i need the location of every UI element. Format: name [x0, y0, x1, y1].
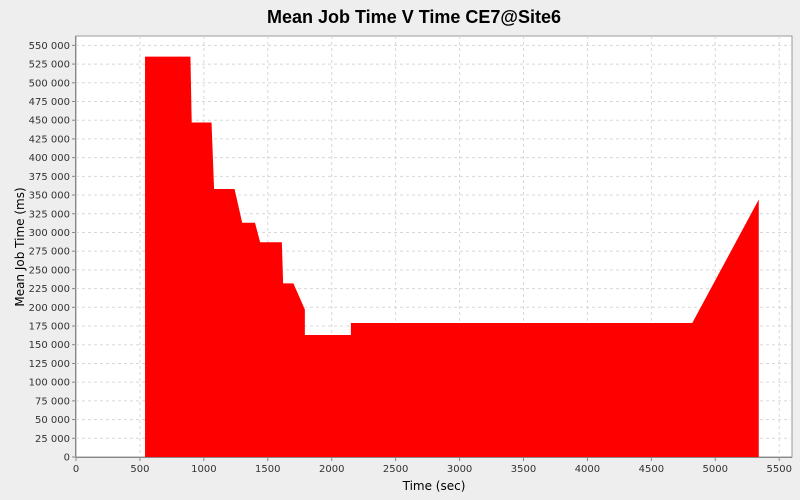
y-tick-label: 0: [64, 453, 70, 464]
x-tick-label: 4500: [639, 464, 664, 475]
y-tick-label: 225 000: [29, 284, 70, 295]
y-tick-label: 400 000: [29, 153, 70, 164]
y-tick-label: 475 000: [29, 97, 70, 108]
y-tick-label: 325 000: [29, 209, 70, 220]
y-tick-label: 350 000: [29, 191, 70, 202]
y-tick-label: 175 000: [29, 322, 70, 333]
x-tick-label: 1000: [191, 464, 216, 475]
y-tick-label: 125 000: [29, 359, 70, 370]
x-tick-label: 5500: [766, 464, 791, 475]
chart-title: Mean Job Time V Time CE7@Site6: [267, 7, 561, 27]
y-tick-label: 50 000: [35, 415, 70, 426]
x-tick-label: 0: [73, 464, 79, 475]
y-tick-label: 550 000: [29, 41, 70, 52]
y-tick-label: 250 000: [29, 265, 70, 276]
series-area: [145, 56, 759, 457]
x-tick-label: 2000: [319, 464, 344, 475]
y-tick-label: 450 000: [29, 116, 70, 127]
y-tick-label: 375 000: [29, 172, 70, 183]
x-tick-label: 3500: [511, 464, 536, 475]
series-group: [145, 56, 759, 457]
x-tick-label: 5000: [703, 464, 728, 475]
x-tick-label: 3000: [447, 464, 472, 475]
y-tick-label: 525 000: [29, 60, 70, 71]
y-tick-label: 275 000: [29, 247, 70, 258]
y-axis-label: Mean Job Time (ms): [13, 187, 27, 306]
y-tick-label: 25 000: [35, 434, 70, 445]
y-tick-label: 75 000: [35, 396, 70, 407]
y-tick-label: 200 000: [29, 303, 70, 314]
y-axis: 0 25 000 50 000 75 000 100 000 125 000 150 000…: [29, 36, 76, 464]
y-tick-label: 300 000: [29, 228, 70, 239]
x-tick-label: 500: [130, 464, 149, 475]
x-axis: 0 500 1000 1500 2000 2500 3000 3500 4000 4500 5000…: [73, 457, 792, 475]
x-tick-label: 2500: [383, 464, 408, 475]
y-tick-label: 100 000: [29, 378, 70, 389]
x-tick-label: 1500: [255, 464, 280, 475]
x-axis-label: Time (sec): [402, 479, 466, 493]
y-tick-label: 500 000: [29, 78, 70, 89]
y-tick-label: 425 000: [29, 134, 70, 145]
y-tick-label: 150 000: [29, 340, 70, 351]
x-tick-label: 4000: [575, 464, 600, 475]
